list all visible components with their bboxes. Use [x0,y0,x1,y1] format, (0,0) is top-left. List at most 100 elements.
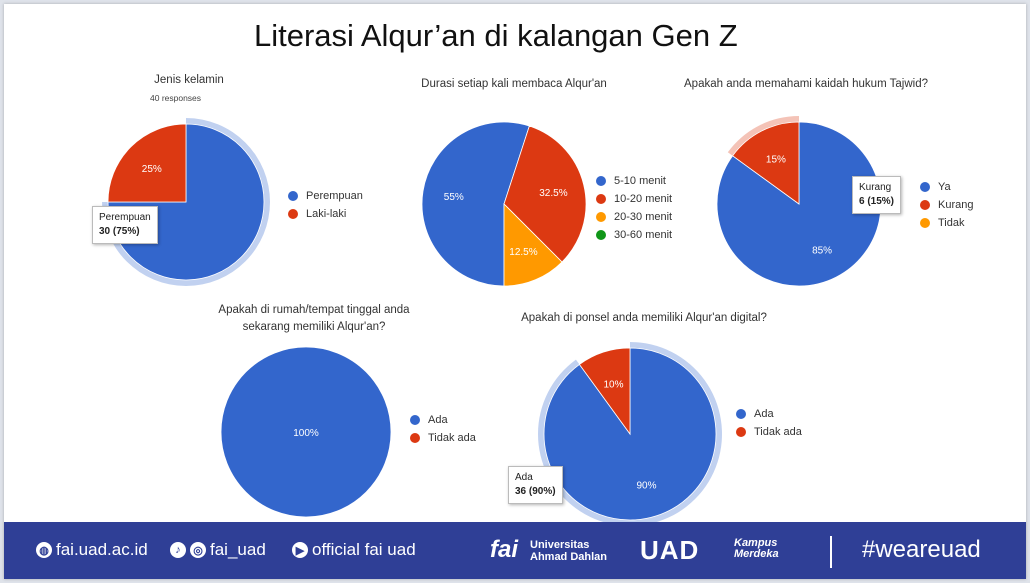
legend-label: Ada [428,414,448,426]
chart-2-legend: 5-10 menit 10-20 menit 20-30 menit 30-60… [596,172,672,244]
legend-item: Laki-laki [288,205,363,223]
fai-logo: fai [490,536,519,563]
kampus-line-1: Kampus [734,537,778,549]
tiktok-icon: ♪ [170,542,186,558]
legend-swatch [410,433,420,443]
legend-label: Ada [754,408,774,420]
legend-swatch [736,427,746,437]
legend-swatch [596,230,606,240]
legend-swatch [410,415,420,425]
slice-label: 10% [604,379,624,390]
legend-swatch [736,409,746,419]
university-name: Universitas Ahmad Dahlan [530,539,607,563]
chart-3-tooltip: Kurang 6 (15%) [852,176,902,214]
legend-label: Laki-laki [306,208,347,220]
footer-bar: ◍ fai.uad.ac.id ♪ ◎ fai_uad ▶ official f… [4,522,1026,579]
legend-item: Tidak ada [736,423,802,441]
pie-slice-5-10-menit[interactable] [421,121,530,287]
chart-4-title-line-1: Apakah di rumah/tempat tinggal anda [218,304,410,316]
chart-4-pie: 100% [220,346,392,518]
social-handle: fai_uad [210,540,266,559]
legend-label: Tidak ada [754,426,802,438]
slice-label: 32.5% [539,188,567,199]
youtube-icon: ▶ [292,542,308,558]
pie-slice-ada[interactable] [220,346,392,518]
pie-slice-laki-laki[interactable] [107,123,187,203]
legend-swatch [596,194,606,204]
hashtag: #weareuad [862,536,981,563]
globe-icon: ◍ [36,542,52,558]
footer-social[interactable]: ♪ ◎ fai_uad [170,540,266,560]
uad-logo: UAD [640,535,700,565]
chart-5-legend: Ada Tidak ada [736,405,802,441]
legend-swatch [596,176,606,186]
legend-item: Ya [920,178,973,196]
slice-label: 55% [444,192,464,203]
tooltip-value: 6 (15%) [859,196,895,207]
tooltip-value: 36 (90%) [515,486,556,497]
chart-1-subtitle: 40 responses [150,93,202,103]
kampus-merdeka-logo: Kampus Merdeka [734,538,779,560]
pie-slice-10-20-menit[interactable] [503,125,587,263]
legend-label: 5-10 menit [614,175,666,187]
legend-swatch [288,209,298,219]
tooltip-value: 30 (75%) [99,226,140,237]
legend-item: Perempuan [288,187,363,205]
chart-2-title: Durasi setiap kali membaca Alqur'an [421,78,607,90]
legend-label: Kurang [938,199,974,211]
university-line-2: Ahmad Dahlan [530,551,608,563]
chart-5-pie: 90% 10% [538,342,722,526]
pie-slice-tidak-ada[interactable] [578,347,631,436]
youtube-text: official fai uad [312,540,416,559]
chart-4-title-line-2: sekarang memiliki Alqur'an? [242,321,386,333]
legend-item: 10-20 menit [596,190,672,208]
legend-swatch [920,200,930,210]
chart-3-title: Apakah anda memahami kaidah hukum Tajwid… [684,78,928,90]
page-title: Literasi Alqur’an di kalangan Gen Z [254,18,738,53]
pie-slice-kurang[interactable] [732,121,800,205]
chart-1-pie: 25% [102,118,270,286]
university-line-1: Universitas [530,539,590,551]
legend-label: Ya [938,181,951,193]
chart-1-legend: Perempuan Laki-laki [288,187,363,223]
pie-slice-20-30-menit[interactable] [503,203,563,287]
chart-1-title: Jenis kelamin [154,74,224,86]
slide: Literasi Alqur’an di kalangan Gen Z Jeni… [4,4,1026,579]
footer-divider [830,536,832,568]
slice-label: 25% [142,164,162,175]
legend-label: 30-60 menit [614,229,673,241]
legend-item: Kurang [920,196,973,214]
legend-swatch [596,212,606,222]
slice-label: 90% [636,481,656,492]
slice-label: 85% [812,245,832,256]
legend-label: 10-20 menit [614,193,673,205]
chart-3-legend: Ya Kurang Tidak [920,178,973,232]
tooltip-label: Perempuan [99,212,151,223]
slice-label: 15% [766,155,786,166]
footer-website[interactable]: ◍ fai.uad.ac.id [36,540,148,560]
slice-label: 12.5% [509,247,537,258]
legend-swatch [288,191,298,201]
chart-4-legend: Ada Tidak ada [410,411,476,447]
footer-youtube[interactable]: ▶ official fai uad [292,540,416,560]
tooltip-label: Kurang [859,182,892,193]
legend-item: 30-60 menit [596,226,672,244]
chart-5-title: Apakah di ponsel anda memiliki Alqur'an … [521,312,767,324]
legend-label: Tidak [938,217,965,229]
legend-item: Tidak ada [410,429,476,447]
chart-2-pie: 55% 32.5% 12.5% [421,121,587,287]
legend-item: 20-30 menit [596,208,672,226]
legend-item: 5-10 menit [596,172,672,190]
legend-item: Ada [410,411,476,429]
tooltip-label: Ada [515,472,533,483]
legend-swatch [920,218,930,228]
chart-4-title: Apakah di rumah/tempat tinggal anda seka… [199,302,429,336]
legend-label: Tidak ada [428,432,476,444]
slice-label: 100% [293,428,319,439]
chart-5-tooltip: Ada 36 (90%) [508,466,563,504]
chart-1-tooltip: Perempuan 30 (75%) [92,206,158,244]
website-text: fai.uad.ac.id [56,540,148,559]
instagram-icon: ◎ [190,542,206,558]
legend-label: Perempuan [306,190,363,202]
chart-3-pie: 85% 15% [716,116,882,287]
